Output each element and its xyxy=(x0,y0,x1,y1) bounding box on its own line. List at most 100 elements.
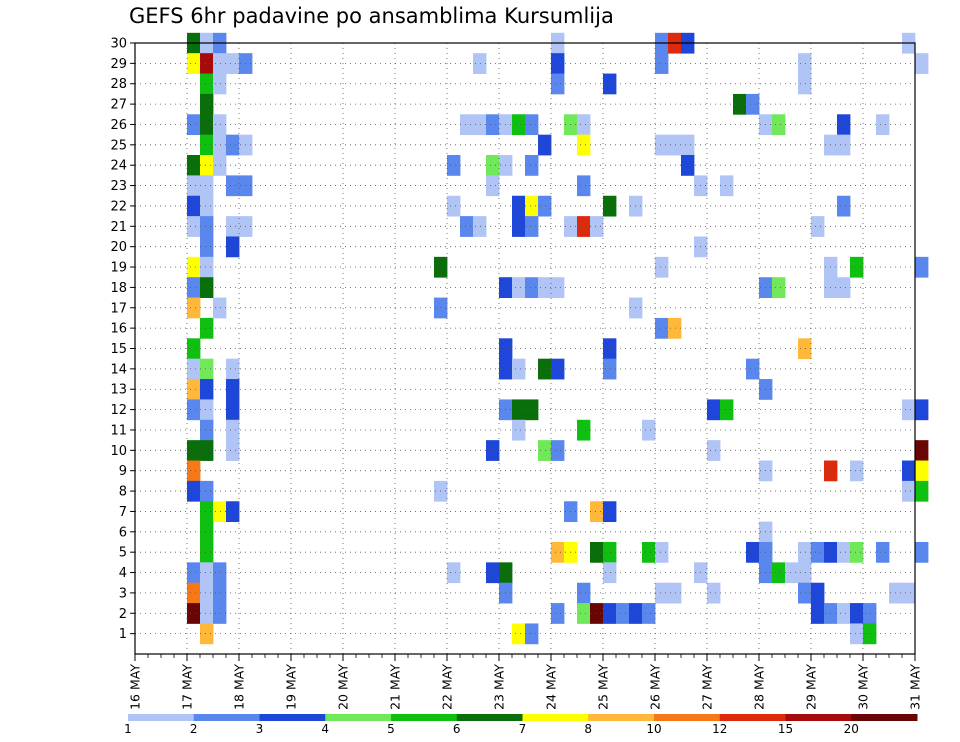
heatmap-cell xyxy=(512,277,526,298)
heatmap-cell xyxy=(538,358,552,380)
heatmap-cell xyxy=(512,358,526,380)
heatmap-cell xyxy=(187,480,201,502)
heatmap-cell xyxy=(200,521,214,543)
heatmap-cells xyxy=(187,32,929,645)
legend-swatch xyxy=(193,714,260,721)
y-tick-label: 23 xyxy=(110,179,127,194)
heatmap-cell xyxy=(213,53,227,74)
heatmap-cell xyxy=(512,399,526,421)
heatmap-cell xyxy=(902,399,916,421)
heatmap-cell xyxy=(642,419,656,441)
heatmap-cell xyxy=(837,603,851,624)
heatmap-cell xyxy=(655,317,669,339)
heatmap-cell xyxy=(200,134,214,156)
x-tick-label: 29 MAY xyxy=(804,664,819,710)
heatmap-cell xyxy=(850,460,864,482)
legend-swatch xyxy=(588,714,655,721)
x-tick-label: 30 MAY xyxy=(856,664,871,710)
y-tick-label: 20 xyxy=(110,240,127,255)
legend-label: 8 xyxy=(584,722,592,736)
heatmap-cell xyxy=(200,399,214,421)
y-tick-label: 16 xyxy=(110,322,127,337)
heatmap-cell xyxy=(200,175,214,197)
heatmap-cell xyxy=(746,541,760,563)
heatmap-cell xyxy=(642,603,656,624)
x-tick-label: 23 MAY xyxy=(492,664,507,710)
heatmap-cell xyxy=(577,134,591,156)
heatmap-cell xyxy=(915,399,929,421)
heatmap-cell xyxy=(603,195,617,217)
heatmap-cell xyxy=(603,541,617,563)
y-tick-label: 3 xyxy=(119,586,127,601)
heatmap-cell xyxy=(837,114,851,136)
heatmap-cell xyxy=(720,175,734,197)
x-tick-label: 26 MAY xyxy=(648,664,663,710)
y-tick-label: 7 xyxy=(119,505,127,520)
heatmap-cell xyxy=(200,379,214,400)
heatmap-cell xyxy=(538,277,552,298)
heatmap-cell xyxy=(200,562,214,584)
x-tick-label: 18 MAY xyxy=(232,664,247,710)
heatmap-cell xyxy=(200,317,214,339)
heatmap-cell xyxy=(200,582,214,604)
heatmap-cell xyxy=(915,480,929,502)
heatmap-cell xyxy=(512,419,526,441)
heatmap-cell xyxy=(200,358,214,380)
heatmap-cell xyxy=(798,53,812,74)
heatmap-cell xyxy=(213,73,227,95)
heatmap-cell xyxy=(603,73,617,95)
x-tick-label: 28 MAY xyxy=(752,664,767,710)
heatmap-cell xyxy=(226,216,240,237)
y-tick-label: 13 xyxy=(110,383,127,398)
heatmap-cell xyxy=(213,155,227,176)
heatmap-cell xyxy=(772,277,786,298)
heatmap-cell xyxy=(200,73,214,95)
x-tick-label: 24 MAY xyxy=(544,664,559,710)
heatmap-cell xyxy=(525,155,539,176)
heatmap-cell xyxy=(226,440,240,461)
heatmap-cell xyxy=(200,114,214,136)
heatmap-cell xyxy=(603,501,617,523)
legend-label: 12 xyxy=(712,722,727,736)
heatmap-cell xyxy=(707,399,721,421)
heatmap-cell xyxy=(876,541,890,563)
heatmap-cell xyxy=(681,155,695,176)
y-tick-label: 18 xyxy=(110,281,127,296)
y-tick-label: 26 xyxy=(110,118,127,133)
y-tick-label: 8 xyxy=(119,485,127,500)
x-tick-label: 22 MAY xyxy=(440,664,455,710)
y-tick-label: 28 xyxy=(110,77,127,92)
heatmap-cell xyxy=(473,216,487,237)
legend-label: 1 xyxy=(124,722,132,736)
heatmap-cell xyxy=(798,541,812,563)
heatmap-cell xyxy=(200,53,214,74)
heatmap-cell xyxy=(525,399,539,421)
heatmap-cell xyxy=(577,216,591,237)
heatmap-cell xyxy=(577,603,591,624)
heatmap-cell xyxy=(850,603,864,624)
heatmap-cell xyxy=(187,114,201,136)
heatmap-cell xyxy=(538,440,552,461)
heatmap-cell xyxy=(811,582,825,604)
y-tick-label: 10 xyxy=(110,444,127,459)
heatmap-cell xyxy=(811,541,825,563)
heatmap-cell xyxy=(187,195,201,217)
heatmap-cell xyxy=(512,195,526,217)
heatmap-cell xyxy=(447,195,461,217)
heatmap-cell xyxy=(655,256,669,278)
legend-label: 7 xyxy=(519,722,527,736)
heatmap-cell xyxy=(798,582,812,604)
y-tick-label: 19 xyxy=(110,261,127,276)
x-axis: 16 MAY 17 MAY 18 MAY 19 MAY 20 MAY 21 MAY 22 M… xyxy=(128,654,923,710)
y-tick-label: 24 xyxy=(110,159,127,174)
heatmap-cell xyxy=(226,134,240,156)
heatmap-cell xyxy=(512,216,526,237)
x-tick-label: 27 MAY xyxy=(700,664,715,710)
heatmap-cell xyxy=(213,134,227,156)
heatmap-cell xyxy=(551,541,565,563)
heatmap-cell xyxy=(538,195,552,217)
heatmap-cell xyxy=(798,338,812,360)
heatmap-cell xyxy=(902,582,916,604)
heatmap-cell xyxy=(200,93,214,115)
